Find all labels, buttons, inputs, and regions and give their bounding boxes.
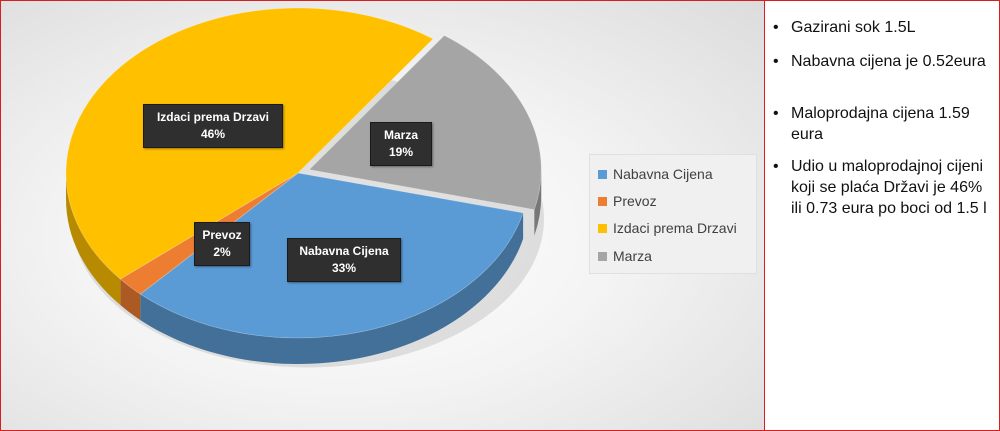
note-text: Gazirani sok 1.5L: [791, 19, 916, 36]
notes-panel: • Gazirani sok 1.5L • Nabavna cijena je …: [765, 1, 999, 430]
legend-item-izdaci-prema-drzavi: Izdaci prema Drzavi: [598, 218, 737, 238]
legend-swatch: [598, 223, 607, 233]
bullet-icon: •: [773, 105, 779, 122]
note-item: • Gazirani sok 1.5L: [773, 17, 995, 38]
legend-item-marza: Marza: [598, 246, 652, 266]
data-label-marza: Marza 19%: [370, 122, 432, 166]
data-label-prevoz: Prevoz 2%: [194, 222, 250, 266]
note-text: Nabavna cijena je 0.52eura: [791, 53, 986, 70]
legend-swatch: [598, 196, 607, 206]
note-item: • Nabavna cijena je 0.52eura: [773, 51, 995, 72]
legend-item-prevoz: Prevoz: [598, 191, 657, 211]
note-text: Maloprodajna cijena 1.59 eura: [791, 105, 970, 143]
legend-swatch: [598, 169, 607, 179]
legend-item-nabavna-cijena: Nabavna Cijena: [598, 164, 713, 184]
data-label-nabavna-cijena: Nabavna Cijena 33%: [287, 238, 401, 282]
note-item: • Udio u maloprodajnoj cijeni koji se pl…: [773, 156, 995, 219]
legend-label: Marza: [613, 248, 652, 264]
legend-swatch: [598, 251, 607, 261]
chart-legend: Nabavna Cijena Prevoz Izdaci prema Drzav…: [589, 154, 757, 274]
pie-side-prevoz: [120, 279, 141, 321]
legend-label: Nabavna Cijena: [613, 166, 713, 182]
pie-side-marza: [534, 169, 542, 236]
bullet-icon: •: [773, 19, 779, 36]
legend-label: Prevoz: [613, 193, 657, 209]
bullet-icon: •: [773, 158, 779, 175]
chart-area: Nabavna Cijena 33% Prevoz 2% Izdaci prem…: [1, 1, 765, 430]
data-label-izdaci-prema-drzavi: Izdaci prema Drzavi 46%: [143, 104, 283, 148]
note-item: • Maloprodajna cijena 1.59 eura: [773, 103, 995, 145]
pie-side-izdaci-prema-drzavi: [66, 173, 121, 306]
legend-label: Izdaci prema Drzavi: [613, 220, 737, 236]
pie-side-nabavna-cijena: [140, 212, 524, 364]
note-text: Udio u maloprodajnoj cijeni koji se plać…: [791, 158, 987, 217]
bullet-icon: •: [773, 53, 779, 70]
